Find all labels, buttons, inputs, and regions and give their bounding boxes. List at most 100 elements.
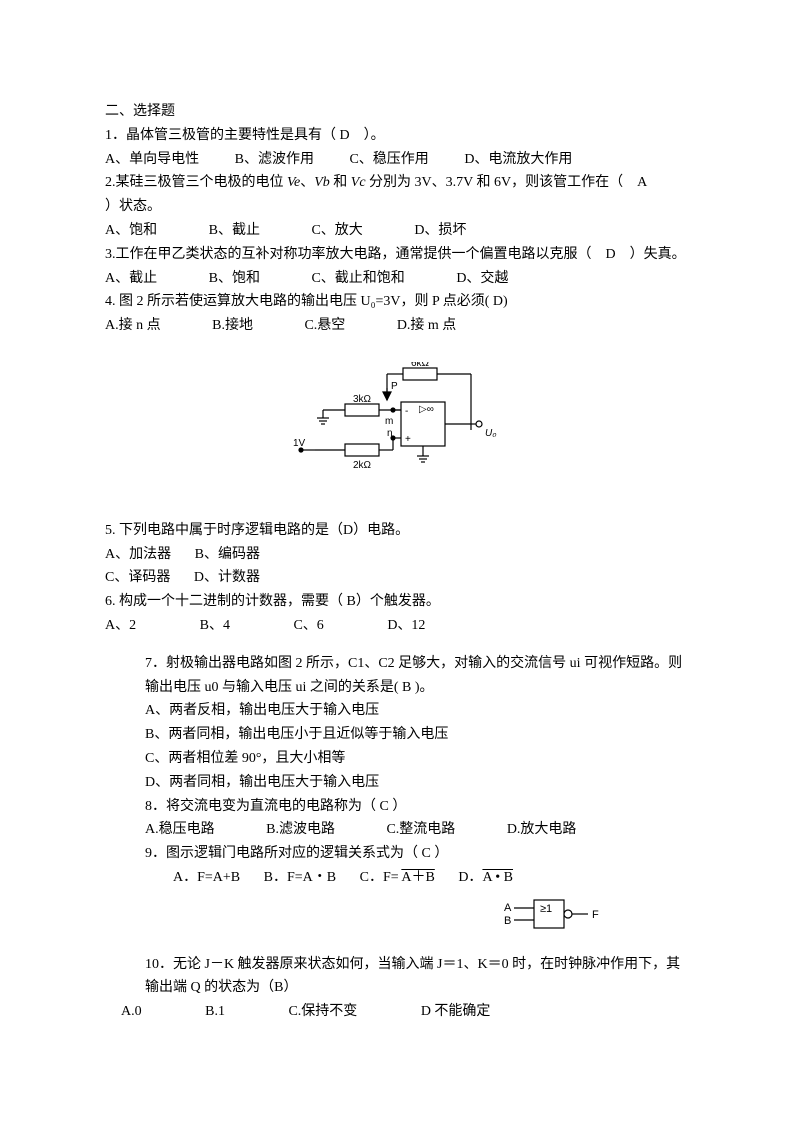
q7-opt-a: A、两者反相，输出电压大于输入电压	[145, 699, 690, 723]
q9-d-prefix: D．	[458, 870, 482, 885]
question-9: 9．图示逻辑门电路所对应的逻辑关系式为（ C ） A．F=A+B B．F=A・B…	[145, 842, 690, 890]
q2-stem: 2.某硅三极管三个电极的电位 Ve、Vb 和 Vc 分別为 3V、3.7V 和 …	[105, 171, 690, 195]
q2-ve: Ve	[287, 175, 300, 190]
q3-opt-b: B、饱和	[209, 271, 260, 286]
q1-opt-d: D、电流放大作用	[464, 152, 572, 167]
q9-d-over: A • B	[482, 870, 513, 885]
question-4: 4. 图 2 所示若使运算放大电路的输出电压 U₀=3V，则 P 点必须( D)…	[105, 290, 690, 338]
q2-opt-a: A、饱和	[105, 223, 157, 238]
q9-c-prefix: C．F=	[360, 870, 402, 885]
q4-stem: 4. 图 2 所示若使运算放大电路的输出电压 U₀=3V，则 P 点必须( D)	[105, 290, 690, 314]
d4-opamp: ▷∞	[419, 404, 434, 415]
question-6: 6. 构成一个十二进制的计数器，需要（ B）个触发器。 A、2 B、4 C、6 …	[105, 590, 690, 638]
q8-options: A.稳压电路 B.滤波电路 C.整流电路 D.放大电路	[145, 818, 690, 842]
q2-sep1: 、	[300, 175, 314, 190]
q1-stem: 1．晶体管三极管的主要特性是具有（ D ）。	[105, 124, 690, 148]
section-title: 二、选择题	[105, 100, 690, 124]
q10-opt-a: A.0	[121, 1004, 142, 1019]
d4-out: U₀	[485, 428, 496, 439]
q4-opt-d: D.接 m 点	[397, 318, 457, 333]
q2-stem-b: 分別为 3V、3.7V 和 6V，则该管工作在（ A	[366, 175, 648, 190]
q3-opt-d: D、交越	[456, 271, 508, 286]
q2-vb: Vb	[314, 175, 330, 190]
q3-options: A、截止 B、饱和 C、截止和饱和 D、交越	[105, 267, 690, 291]
d9-a: A	[504, 902, 512, 914]
q7-opt-d: D、两者同相，输出电压大于输入电压	[145, 771, 690, 795]
q9-opt-b: B．F=A・B	[264, 870, 336, 885]
question-1: 1．晶体管三极管的主要特性是具有（ D ）。 A、单向导电性 B、滤波作用 C、…	[105, 124, 690, 172]
d4-plus: +	[405, 434, 411, 445]
q1-options: A、单向导电性 B、滤波作用 C、稳压作用 D、电流放大作用	[105, 148, 690, 172]
question-8: 8．将交流电变为直流电的电路称为（ C ） A.稳压电路 B.滤波电路 C.整流…	[145, 795, 690, 843]
q8-stem: 8．将交流电变为直流电的电路称为（ C ）	[145, 795, 690, 819]
q9-opt-d: D．A • B	[458, 870, 513, 885]
d9-f: F	[592, 909, 599, 921]
question-3: 3.工作在甲乙类状态的互补对称功率放大电路，通常提供一个偏置电路以克服（ D ）…	[105, 243, 690, 291]
q3-opt-c: C、截止和饱和	[311, 271, 404, 286]
d4-minus: -	[405, 406, 408, 417]
question-5: 5. 下列电路中属于时序逻辑电路的是（D）电路。 A、加法器 B、编码器 C、译…	[105, 519, 690, 590]
q5-options-row1: A、加法器 B、编码器	[105, 543, 690, 567]
question-10: 10．无论 J－K 触发器原来状态如何，当输入端 J＝1、K＝0 时，在时钟脉冲…	[145, 953, 690, 1001]
q2-vc: Vc	[351, 175, 366, 190]
q4-options: A.接 n 点 B.接地 C.悬空 D.接 m 点	[105, 314, 690, 338]
q5-stem: 5. 下列电路中属于时序逻辑电路的是（D）电路。	[105, 519, 690, 543]
q9-opt-a: A．F=A+B	[173, 870, 240, 885]
q4-opt-c: C.悬空	[304, 318, 345, 333]
q8-opt-b: B.滤波电路	[266, 822, 335, 837]
q6-stem: 6. 构成一个十二进制的计数器，需要（ B）个触发器。	[105, 590, 690, 614]
q2-opt-c: C、放大	[311, 223, 362, 238]
q4-opt-a: A.接 n 点	[105, 318, 161, 333]
q5-opt-d: D、计数器	[194, 570, 260, 585]
q5-opt-a: A、加法器	[105, 547, 171, 562]
d4-p: P	[391, 381, 398, 392]
q10-opt-c: C.保持不变	[288, 1004, 357, 1019]
opamp-circuit-diagram: 6kΩ 3kΩ 2kΩ P m n 1V ▷∞ - + U₀	[105, 362, 690, 501]
q6-opt-b: B、4	[200, 618, 230, 633]
question-7: 7．射极输出器电路如图 2 所示，C1、C2 足够大，对输入的交流信号 ui 可…	[145, 652, 690, 795]
q1-opt-a: A、单向导电性	[105, 152, 199, 167]
q7-opt-c: C、两者相位差 90°，且大小相等	[145, 747, 690, 771]
q2-opt-d: D、损坏	[414, 223, 466, 238]
d4-r-mid: 3kΩ	[353, 394, 372, 405]
q7-stem: 7．射极输出器电路如图 2 所示，C1、C2 足够大，对输入的交流信号 ui 可…	[105, 656, 682, 695]
q10-opt-d: D 不能确定	[421, 1004, 491, 1019]
q2-stem-c: ）状态。	[105, 195, 690, 219]
q10-opt-b: B.1	[205, 1004, 225, 1019]
q9-options: A．F=A+B B．F=A・B C．F= A＋B D．A • B	[145, 866, 690, 890]
q9-c-over: A＋B	[401, 870, 434, 885]
q3-stem: 3.工作在甲乙类状态的互补对称功率放大电路，通常提供一个偏置电路以克服（ D ）…	[105, 243, 690, 267]
q2-sep2: 和	[330, 175, 351, 190]
q8-opt-a: A.稳压电路	[145, 822, 215, 837]
q6-opt-d: D、12	[387, 618, 425, 633]
q10-options: A.0 B.1 C.保持不变 D 不能确定	[105, 1000, 690, 1024]
q2-stem-a: 2.某硅三极管三个电极的电位	[105, 175, 287, 190]
q3-opt-a: A、截止	[105, 271, 157, 286]
q1-opt-b: B、滤波作用	[235, 152, 314, 167]
q9-opt-c: C．F= A＋B	[360, 870, 435, 885]
q6-options: A、2 B、4 C、6 D、12	[105, 614, 690, 638]
d4-m: m	[385, 416, 393, 427]
q5-options-row2: C、译码器 D、计数器	[105, 566, 690, 590]
d4-r-top: 6kΩ	[411, 362, 430, 369]
q7-stem-wrap: 7．射极输出器电路如图 2 所示，C1、C2 足够大，对输入的交流信号 ui 可…	[145, 652, 690, 700]
q2-options: A、饱和 B、截止 C、放大 D、损坏	[105, 219, 690, 243]
d4-r-bot: 2kΩ	[353, 460, 372, 471]
q8-opt-c: C.整流电路	[386, 822, 455, 837]
q8-opt-d: D.放大电路	[507, 822, 577, 837]
q5-opt-b: B、编码器	[195, 547, 260, 562]
logic-gate-diagram: A B ≥1 F	[145, 894, 690, 945]
d9-label: ≥1	[540, 903, 552, 915]
q1-opt-c: C、稳压作用	[349, 152, 428, 167]
d4-vin: 1V	[293, 438, 306, 449]
q9-stem: 9．图示逻辑门电路所对应的逻辑关系式为（ C ）	[145, 842, 690, 866]
q6-opt-a: A、2	[105, 618, 136, 633]
q7-opt-b: B、两者同相，输出电压小于且近似等于输入电压	[145, 723, 690, 747]
q6-opt-c: C、6	[293, 618, 323, 633]
question-2: 2.某硅三极管三个电极的电位 Ve、Vb 和 Vc 分別为 3V、3.7V 和 …	[105, 171, 690, 242]
d4-n: n	[387, 428, 393, 439]
indented-questions: 7．射极输出器电路如图 2 所示，C1、C2 足够大，对输入的交流信号 ui 可…	[105, 652, 690, 1000]
q4-opt-b: B.接地	[212, 318, 253, 333]
d9-b: B	[504, 915, 511, 927]
q10-stem: 10．无论 J－K 触发器原来状态如何，当输入端 J＝1、K＝0 时，在时钟脉冲…	[145, 953, 690, 1001]
